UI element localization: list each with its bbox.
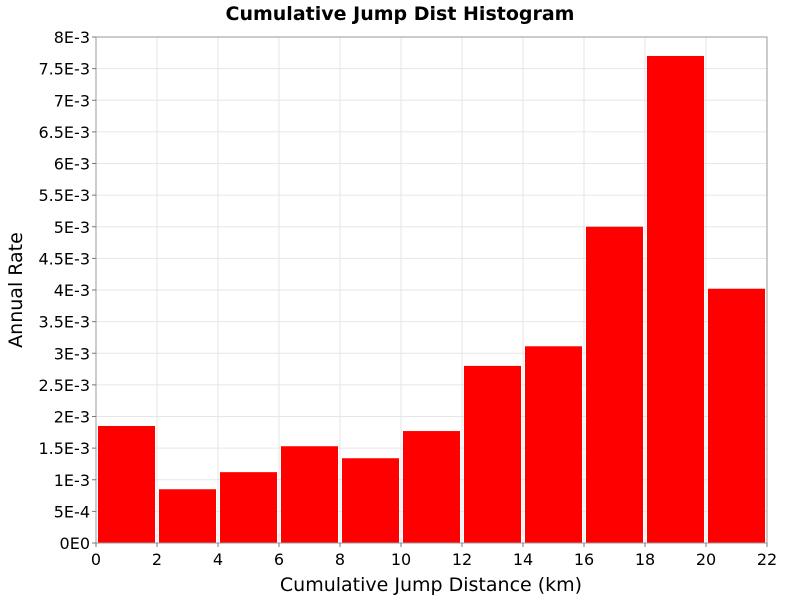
y-tick-label: 7E-3: [54, 91, 90, 110]
histogram-bar: [708, 288, 765, 543]
bars: [98, 55, 765, 543]
histogram-bar: [525, 346, 582, 543]
histogram-bar: [586, 226, 643, 543]
x-tick-label: 22: [757, 550, 777, 569]
x-tick-label: 4: [213, 550, 223, 569]
x-tick-label: 20: [696, 550, 716, 569]
y-tick-label: 1.5E-3: [38, 439, 90, 458]
histogram-bar: [647, 55, 704, 543]
x-tick-label: 8: [335, 550, 345, 569]
histogram-bar: [220, 472, 277, 543]
y-tick-label: 5.5E-3: [38, 186, 90, 205]
y-tick-label: 4E-3: [54, 281, 90, 300]
y-tick-label: 2.5E-3: [38, 376, 90, 395]
x-tick-label: 16: [574, 550, 594, 569]
y-tick-label: 4.5E-3: [38, 249, 90, 268]
y-tick-label: 3.5E-3: [38, 313, 90, 332]
y-tick-label: 3E-3: [54, 344, 90, 363]
y-tick-label: 2E-3: [54, 408, 90, 427]
x-tick-label: 12: [452, 550, 472, 569]
x-axis-label: Cumulative Jump Distance (km): [280, 574, 582, 596]
y-tick-label: 8E-3: [54, 28, 90, 47]
y-axis-label: Annual Rate: [5, 232, 27, 348]
y-tick-label: 0E0: [60, 534, 90, 553]
histogram-bar: [98, 425, 155, 543]
y-tick-label: 1E-3: [54, 471, 90, 490]
histogram-bar: [159, 489, 216, 543]
y-axis-ticks: 0E0 5E-4 1E-3 1.5E-3 2E-3 2.5E-3 3E-3 3.5E-3 4E-…: [38, 28, 96, 553]
x-tick-label: 10: [391, 550, 411, 569]
x-tick-label: 18: [635, 550, 655, 569]
y-tick-label: 7.5E-3: [38, 60, 90, 79]
x-tick-label: 14: [513, 550, 533, 569]
chart-title: Cumulative Jump Dist Histogram: [226, 3, 575, 25]
x-axis-ticks: 0 2 4 6 8 10 12 14 16 18 20 22: [91, 543, 777, 569]
y-tick-label: 5E-3: [54, 218, 90, 237]
histogram-bar: [403, 431, 460, 543]
x-tick-label: 2: [152, 550, 162, 569]
histogram-bar: [281, 446, 338, 543]
y-tick-label: 6E-3: [54, 155, 90, 174]
x-tick-label: 0: [91, 550, 101, 569]
y-tick-label: 6.5E-3: [38, 123, 90, 142]
histogram-bar: [342, 458, 399, 543]
histogram-bar: [464, 365, 521, 543]
y-tick-label: 5E-4: [54, 502, 90, 521]
x-tick-label: 6: [274, 550, 284, 569]
